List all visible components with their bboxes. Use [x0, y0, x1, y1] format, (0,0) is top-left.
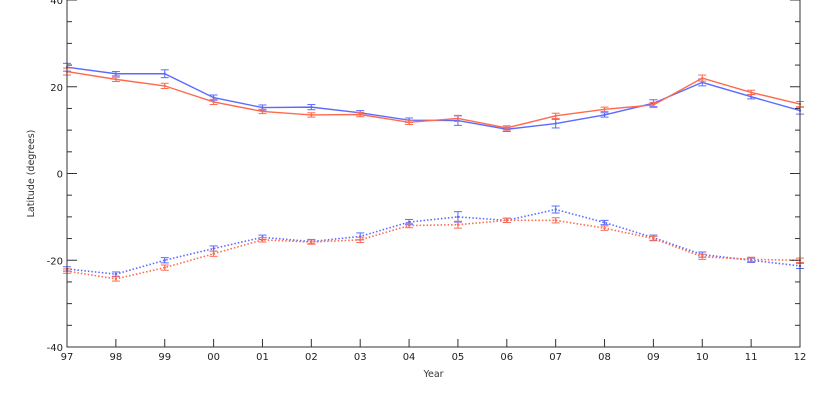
- series-4-point: [652, 237, 655, 240]
- x-tick-label: 09: [647, 352, 660, 363]
- series-2-point: [652, 103, 655, 107]
- series-3-point: [114, 272, 118, 276]
- series-4-point: [701, 255, 704, 258]
- series-3-point: [407, 220, 411, 224]
- x-tick-label: 10: [696, 352, 709, 363]
- series-4-point: [749, 258, 753, 261]
- series-4-point: [261, 238, 264, 242]
- x-tick-label: 97: [61, 352, 74, 363]
- y-tick-label: 40: [50, 0, 63, 7]
- series-1-point: [212, 96, 215, 99]
- x-tick-label: 02: [305, 352, 318, 363]
- x-tick-label: 99: [158, 352, 171, 363]
- series-4-point: [603, 226, 606, 230]
- x-tick-label: 98: [109, 352, 122, 363]
- series-2-point: [212, 100, 215, 104]
- series-3-point: [163, 259, 166, 262]
- series-4-point: [114, 277, 118, 281]
- series-4-point: [554, 219, 557, 222]
- x-tick-label: 11: [745, 352, 758, 363]
- x-tick-label: 04: [403, 352, 416, 363]
- series-1-point: [749, 95, 753, 98]
- series-1-point: [163, 72, 166, 75]
- series-4-point: [310, 240, 313, 244]
- series-2-point: [505, 126, 508, 130]
- series-3-point: [212, 247, 215, 250]
- series-2-point: [749, 91, 753, 94]
- series-1-point: [554, 122, 557, 125]
- series-2-point: [163, 84, 166, 88]
- series-1-point: [310, 105, 313, 109]
- series-2-point: [359, 113, 362, 116]
- x-tick-label: 00: [207, 352, 220, 363]
- plot-frame: [66, 0, 801, 348]
- series-1-point: [114, 72, 118, 75]
- series-2-point: [261, 110, 264, 113]
- series-3-point: [554, 208, 557, 211]
- ticks-layer: -40 -20 0 20 40 97 98 99 00 01 02 03 04 05 06 07 08 09 10 1…: [47, 0, 807, 363]
- x-axis-title: Year: [422, 369, 443, 380]
- series-3-point: [456, 215, 460, 219]
- series-2-line: [66, 70, 801, 129]
- x-tick-label: 08: [598, 352, 611, 363]
- series-2-point: [603, 108, 606, 111]
- y-tick-label: 20: [50, 83, 63, 94]
- series-4-point: [456, 223, 460, 226]
- series-2-point: [456, 117, 460, 120]
- x-tick-label: 06: [500, 352, 513, 363]
- series-4-point: [212, 252, 215, 255]
- x-tick-label: 07: [549, 352, 562, 363]
- x-tick-label: 05: [452, 352, 465, 363]
- y-tick-label: -20: [47, 256, 63, 267]
- series-3-point: [603, 221, 606, 224]
- x-tick-label: 12: [794, 352, 807, 363]
- y-tick-label: -40: [47, 343, 63, 354]
- y-axis-title: Latitude (degrees): [26, 130, 37, 218]
- series-2-point: [554, 114, 557, 118]
- series-2-point: [114, 78, 118, 81]
- series-1-point: [603, 113, 606, 117]
- series-4-point: [505, 219, 508, 222]
- series-1-point: [701, 81, 704, 84]
- series-4-point: [407, 224, 411, 227]
- x-tick-label: 01: [256, 352, 269, 363]
- y-tick-label: 0: [57, 170, 63, 181]
- series-4-point: [163, 266, 166, 269]
- series-4-point: [359, 238, 362, 242]
- series-2-point: [407, 121, 411, 124]
- series-1-point: [261, 106, 264, 109]
- series-2-point: [701, 76, 704, 80]
- x-tick-label: 03: [354, 352, 367, 363]
- series-2-point: [310, 113, 313, 117]
- series-layer: [63, 62, 804, 282]
